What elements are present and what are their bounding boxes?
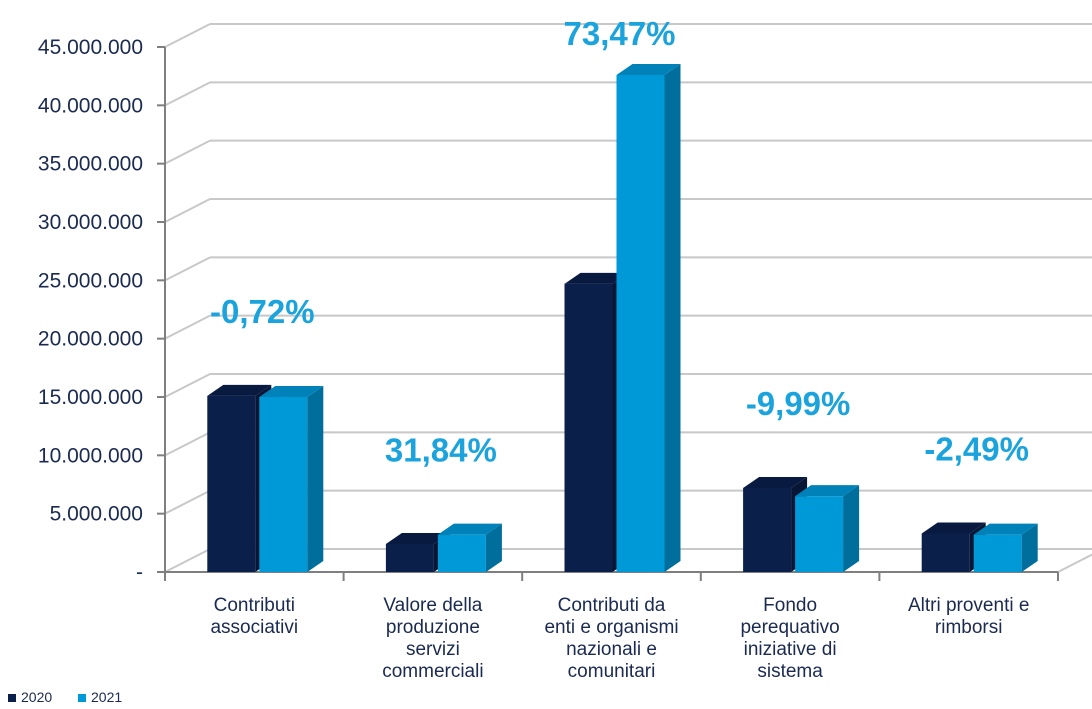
gridline-diagonal xyxy=(164,139,211,165)
bar-front xyxy=(795,496,844,572)
legend-label: 2020 xyxy=(21,689,52,705)
bar-front xyxy=(743,488,792,572)
bar-side xyxy=(307,386,324,572)
gridline-diagonal xyxy=(164,489,211,515)
y-tick-label: 30.000.000 xyxy=(38,211,143,234)
bar-front xyxy=(564,283,613,572)
legend: 2020 2021 xyxy=(8,689,122,705)
bar-top xyxy=(564,272,629,284)
bar-front xyxy=(921,533,970,572)
x-category-label: Fondo perequativo iniziative di sistema xyxy=(740,595,839,682)
gridline-diagonal xyxy=(164,373,211,398)
percent-change-label: -0,72% xyxy=(210,293,315,330)
bar-top xyxy=(616,64,681,75)
bar-2021 xyxy=(795,485,860,572)
bar-front xyxy=(437,534,486,572)
bar-top xyxy=(437,523,502,535)
legend-swatch xyxy=(8,694,16,702)
bar-2021 xyxy=(437,523,502,572)
y-tick-label: - xyxy=(136,561,143,584)
floor-edge xyxy=(1057,553,1092,573)
legend-label: 2021 xyxy=(91,689,122,705)
bar-side xyxy=(664,64,681,572)
bar-top xyxy=(795,485,860,497)
y-tick-label: 20.000.000 xyxy=(38,328,143,351)
y-tick-label: 35.000.000 xyxy=(38,153,143,176)
bar-front xyxy=(207,395,256,572)
x-category-label: Valore della produzione servizi commerciali xyxy=(382,595,483,682)
labels-layer: Contributi associativi -0,72% Valore della p… xyxy=(210,15,1029,682)
bar-side xyxy=(843,485,860,572)
legend-swatch xyxy=(78,694,86,702)
percent-change-label: 31,84% xyxy=(385,432,497,469)
bar-2021 xyxy=(259,386,324,572)
bar-2021 xyxy=(616,64,681,572)
y-tick-label: 10.000.000 xyxy=(38,444,143,467)
percent-change-label: -2,49% xyxy=(924,431,1029,468)
bar-side xyxy=(485,523,502,572)
bar-top xyxy=(921,522,986,534)
y-tick-label: 25.000.000 xyxy=(38,269,143,292)
bar-top xyxy=(743,477,808,488)
gridline-diagonal xyxy=(164,198,211,223)
bars-layer xyxy=(207,64,1038,572)
bar-top xyxy=(259,386,324,397)
bar-front xyxy=(385,544,434,572)
percent-change-label: -9,99% xyxy=(746,385,851,422)
x-category-label: Contributi da enti e organismi nazionali e… xyxy=(544,595,678,682)
y-tick-label: 5.000.000 xyxy=(50,503,143,526)
bar-top xyxy=(973,523,1038,535)
bar-front xyxy=(259,397,308,572)
bar-side xyxy=(1021,523,1038,572)
gridline-diagonal xyxy=(164,548,211,573)
y-tick-label: 45.000.000 xyxy=(38,36,143,59)
gridline-diagonal xyxy=(164,23,211,48)
axis-layer: - 5.000.000 10.000.000 15.000.000 20.000.000… xyxy=(38,36,1059,584)
gridline-diagonal xyxy=(164,431,211,457)
x-category-label: Altri proventi e rimborsi xyxy=(908,595,1029,638)
bar-front xyxy=(616,75,665,572)
bar-front xyxy=(973,534,1022,572)
bar-top xyxy=(385,533,450,544)
gridline-diagonal xyxy=(164,256,211,282)
x-category-label: Contributi associativi xyxy=(210,595,298,638)
gridline-diagonal xyxy=(164,81,211,107)
bar-2021 xyxy=(973,523,1038,572)
percent-change-label: 73,47% xyxy=(564,15,676,52)
y-tick-label: 40.000.000 xyxy=(38,94,143,117)
y-tick-label: 15.000.000 xyxy=(38,386,143,409)
bar-top xyxy=(207,384,272,396)
gridline-diagonal xyxy=(164,314,211,340)
